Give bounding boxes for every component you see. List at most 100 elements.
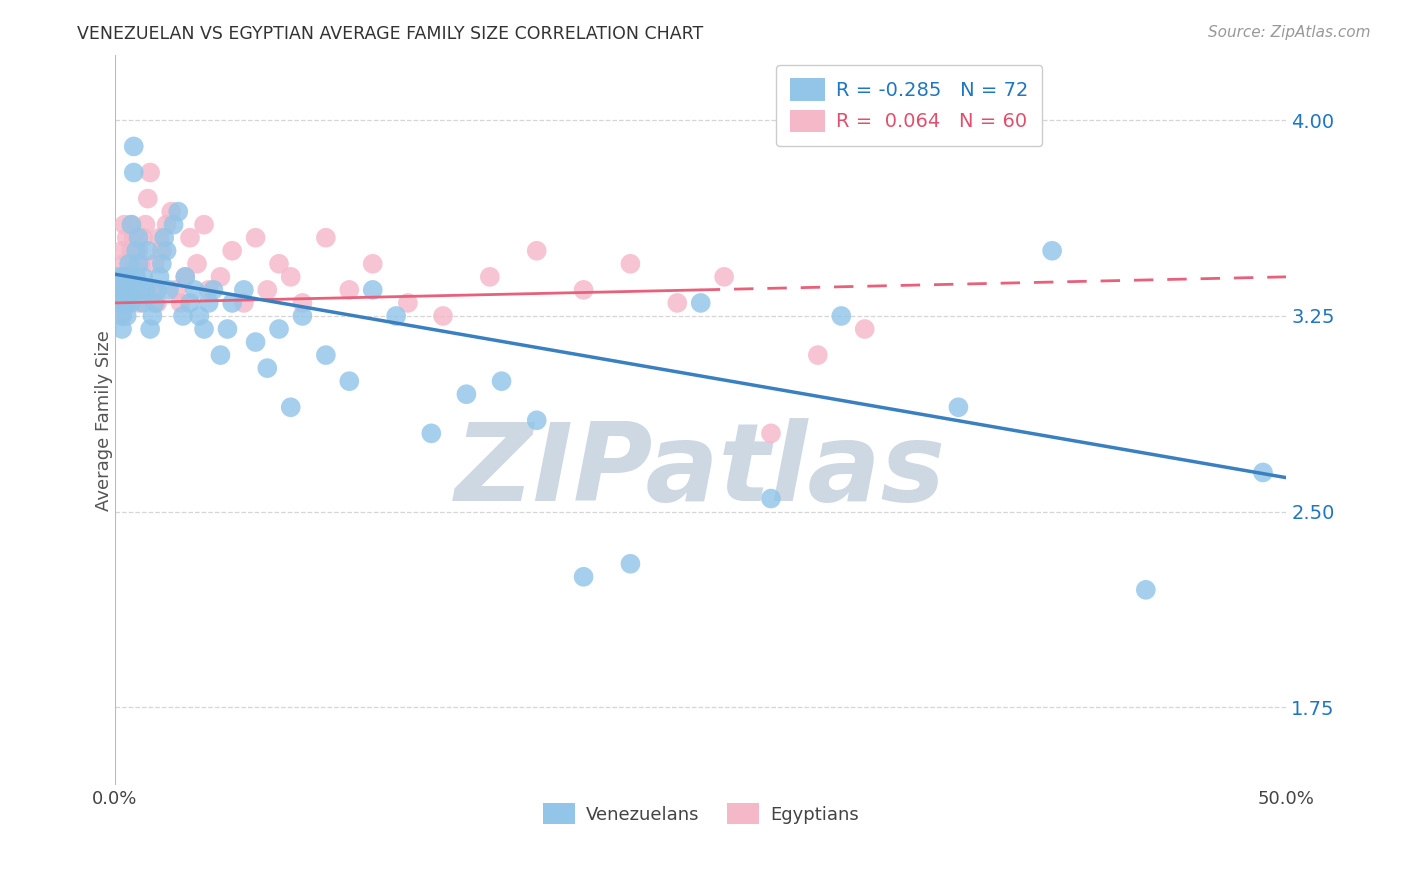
Point	[105, 283, 128, 297]
Point	[155, 244, 177, 258]
Point	[186, 257, 208, 271]
Point	[115, 269, 138, 284]
Point	[478, 269, 501, 284]
Point	[129, 257, 152, 271]
Point	[112, 257, 135, 271]
Point	[118, 283, 141, 297]
Point	[256, 361, 278, 376]
Point	[209, 348, 232, 362]
Point	[456, 387, 478, 401]
Legend: Venezuelans, Egyptians: Venezuelans, Egyptians	[536, 796, 866, 831]
Point	[148, 231, 170, 245]
Point	[112, 283, 135, 297]
Point	[127, 296, 149, 310]
Point	[108, 283, 131, 297]
Point	[112, 269, 135, 284]
Point	[420, 426, 443, 441]
Point	[122, 231, 145, 245]
Text: ZIPatlas: ZIPatlas	[456, 418, 946, 524]
Point	[280, 401, 302, 415]
Point	[948, 401, 970, 415]
Point	[169, 296, 191, 310]
Point	[115, 309, 138, 323]
Point	[155, 218, 177, 232]
Point	[120, 218, 142, 232]
Point	[245, 231, 267, 245]
Point	[129, 283, 152, 297]
Point	[491, 374, 513, 388]
Point	[572, 283, 595, 297]
Y-axis label: Average Family Size: Average Family Size	[96, 330, 112, 511]
Point	[759, 491, 782, 506]
Point	[111, 309, 134, 323]
Point	[280, 269, 302, 284]
Point	[432, 309, 454, 323]
Point	[689, 296, 711, 310]
Point	[112, 296, 135, 310]
Point	[153, 231, 176, 245]
Point	[183, 283, 205, 297]
Point	[666, 296, 689, 310]
Point	[202, 283, 225, 297]
Point	[172, 309, 194, 323]
Point	[120, 218, 142, 232]
Point	[150, 257, 173, 271]
Point	[385, 309, 408, 323]
Point	[148, 269, 170, 284]
Point	[337, 283, 360, 297]
Point	[830, 309, 852, 323]
Point	[132, 269, 155, 284]
Point	[759, 426, 782, 441]
Point	[217, 322, 239, 336]
Point	[141, 283, 163, 297]
Point	[120, 296, 142, 310]
Text: VENEZUELAN VS EGYPTIAN AVERAGE FAMILY SIZE CORRELATION CHART: VENEZUELAN VS EGYPTIAN AVERAGE FAMILY SI…	[77, 25, 703, 43]
Point	[853, 322, 876, 336]
Point	[143, 257, 166, 271]
Point	[105, 296, 128, 310]
Point	[141, 309, 163, 323]
Point	[146, 296, 169, 310]
Point	[134, 218, 156, 232]
Point	[337, 374, 360, 388]
Point	[115, 231, 138, 245]
Point	[167, 204, 190, 219]
Point	[291, 296, 314, 310]
Point	[134, 283, 156, 297]
Point	[713, 269, 735, 284]
Point	[174, 269, 197, 284]
Point	[1040, 244, 1063, 258]
Point	[122, 165, 145, 179]
Point	[572, 570, 595, 584]
Point	[193, 322, 215, 336]
Point	[188, 309, 211, 323]
Point	[197, 283, 219, 297]
Point	[139, 165, 162, 179]
Point	[115, 296, 138, 310]
Point	[127, 257, 149, 271]
Point	[291, 309, 314, 323]
Point	[1251, 466, 1274, 480]
Point	[108, 269, 131, 284]
Point	[108, 269, 131, 284]
Point	[256, 283, 278, 297]
Point	[111, 309, 134, 323]
Point	[120, 244, 142, 258]
Point	[132, 231, 155, 245]
Point	[165, 283, 187, 297]
Point	[122, 139, 145, 153]
Point	[619, 557, 641, 571]
Point	[315, 231, 337, 245]
Point	[157, 283, 180, 297]
Point	[179, 231, 201, 245]
Point	[361, 257, 384, 271]
Point	[139, 322, 162, 336]
Point	[118, 283, 141, 297]
Point	[118, 257, 141, 271]
Point	[232, 283, 254, 297]
Point	[132, 296, 155, 310]
Point	[361, 283, 384, 297]
Point	[108, 296, 131, 310]
Point	[221, 244, 243, 258]
Point	[111, 244, 134, 258]
